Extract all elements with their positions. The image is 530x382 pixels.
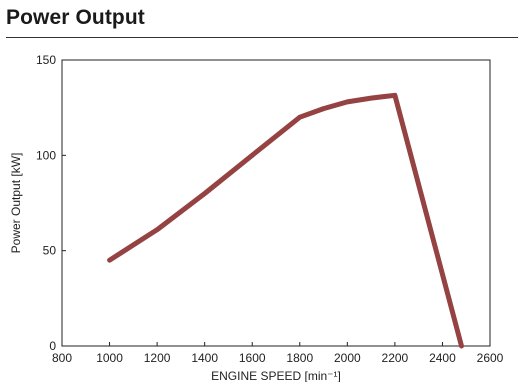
page-title: Power Output	[6, 6, 145, 29]
x-tick-label: 1400	[191, 351, 218, 365]
series-line-power-output	[107, 92, 464, 349]
y-tick-label: 150	[36, 53, 56, 67]
y-axis-title: Power Output [kW]	[9, 153, 23, 254]
x-tick-label: 1200	[144, 351, 171, 365]
x-tick-label: 800	[52, 351, 72, 365]
x-tick-label: 1000	[96, 351, 123, 365]
x-tick-label: 1600	[239, 351, 266, 365]
x-tick-label: 2600	[477, 351, 504, 365]
x-tick-label: 2400	[429, 351, 456, 365]
x-tick-label: 2000	[334, 351, 361, 365]
x-axis-title: ENGINE SPEED [min⁻¹]	[211, 369, 341, 382]
x-tick-label: 2200	[382, 351, 409, 365]
y-tick-label: 100	[36, 148, 56, 162]
plot-frame	[61, 59, 491, 347]
y-tick-label: 0	[49, 339, 56, 353]
y-tick-label: 50	[43, 244, 57, 258]
title-divider	[6, 37, 518, 38]
x-tick-label: 1800	[286, 351, 313, 365]
